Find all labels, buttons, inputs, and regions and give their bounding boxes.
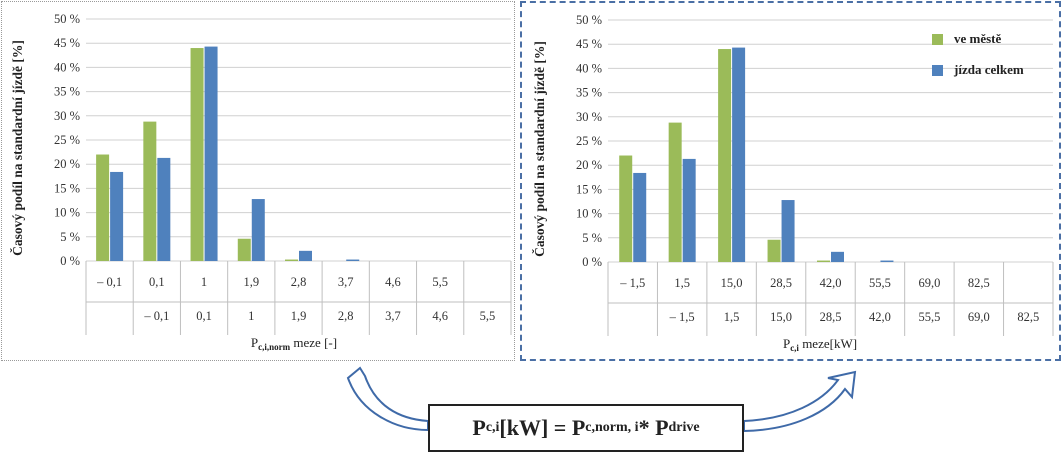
category-upper-label: 1 — [201, 275, 207, 289]
category-lower-label: 3,7 — [385, 309, 401, 323]
bar — [204, 46, 218, 262]
legend-swatch — [932, 34, 943, 45]
bar — [732, 47, 746, 263]
y-tick-label: 5 % — [582, 231, 602, 245]
bar — [767, 239, 781, 262]
bar — [96, 154, 110, 261]
category-upper-label: 3,7 — [338, 275, 354, 289]
left-chart-panel: 0 % 5 % 10 % 15 % 20 % 25 % 30 % 35 % 40 % 45 % 50… — [1, 1, 515, 361]
y-tick-label: 40 % — [576, 61, 602, 75]
bar — [251, 199, 265, 261]
bar — [299, 250, 312, 261]
formula-sub2: c,norm, i — [585, 420, 639, 435]
category-lower-label: 1,5 — [724, 310, 740, 324]
y-tick-label: 15 % — [576, 182, 602, 196]
bar — [190, 48, 204, 261]
y-tick-label: 35 % — [54, 85, 80, 99]
y-tick-label: 40 % — [54, 60, 80, 74]
legend-label: jízda celkem — [953, 62, 1024, 77]
bar — [880, 260, 894, 262]
y-tick-label: 30 % — [54, 109, 80, 123]
legend-swatch — [932, 65, 943, 76]
category-lower-label: 4,6 — [432, 309, 448, 323]
y-tick-label: 50 % — [576, 13, 602, 27]
y-tick-label: 20 % — [576, 158, 602, 172]
category-lower-label: – 1,5 — [669, 310, 695, 324]
category-lower-label: 0,1 — [196, 309, 212, 323]
category-upper-label: 4,6 — [385, 275, 401, 289]
y-tick-label: 35 % — [576, 86, 602, 100]
category-upper-label: 82,5 — [968, 276, 990, 290]
category-upper-label: 42,0 — [820, 276, 842, 290]
bar — [346, 259, 360, 261]
bar — [619, 155, 633, 262]
y-tick-label: 25 % — [576, 134, 602, 148]
formula-sub1: c,i — [485, 420, 500, 435]
category-lower-label: 82,5 — [1017, 310, 1039, 324]
y-tick-label: 50 % — [54, 12, 80, 26]
formula-sub3: drive — [668, 420, 700, 435]
bar — [781, 200, 795, 262]
bar — [157, 157, 171, 261]
y-tick-label: 45 % — [576, 37, 602, 51]
y-tick-label: 5 % — [60, 230, 80, 244]
bar — [682, 158, 696, 262]
right-curved-arrow — [743, 370, 857, 433]
category-lower-label: 5,5 — [480, 309, 496, 323]
y-tick-label: 0 % — [582, 255, 602, 269]
left-bar-chart: 0 % 5 % 10 % 15 % 20 % 25 % 30 % 35 % 40 % 45 % 50… — [10, 12, 512, 352]
category-upper-label: – 1,5 — [619, 276, 645, 290]
formula-star: * P — [638, 415, 669, 440]
y-axis-label: Časový podíl na standardní jízdě [%] — [10, 40, 25, 256]
right-chart-panel: 0 % 5 % 10 % 15 % 20 % 25 % 30 % 35 % 40 % 45 % 50… — [520, 1, 1061, 361]
category-upper-label: 55,5 — [869, 276, 891, 290]
category-lower-label: 2,8 — [338, 309, 354, 323]
category-lower-label: – 0,1 — [143, 309, 169, 323]
category-lower-label: 1 — [248, 309, 254, 323]
y-tick-label: 25 % — [54, 133, 80, 147]
bar — [668, 122, 682, 262]
bar — [718, 49, 732, 262]
bar — [143, 121, 157, 261]
category-lower-label: 15,0 — [770, 310, 792, 324]
formula-mid: [kW] = P — [499, 415, 586, 440]
bar — [237, 238, 251, 261]
category-upper-label: – 0,1 — [96, 275, 122, 289]
y-tick-label: 30 % — [576, 110, 602, 124]
y-tick-label: 45 % — [54, 36, 80, 50]
y-axis-label: Časový podíl na standardní jízdě [%] — [532, 41, 547, 257]
left-curved-arrow — [346, 366, 429, 432]
y-tick-label: 15 % — [54, 181, 80, 195]
category-lower-label: 55,5 — [918, 310, 940, 324]
bar — [285, 259, 298, 261]
bar — [817, 260, 830, 262]
x-axis-label: Pc,i,norm meze [-] — [251, 335, 337, 352]
category-upper-label: 5,5 — [432, 275, 448, 289]
category-upper-label: 15,0 — [721, 276, 743, 290]
category-upper-label: 69,0 — [918, 276, 940, 290]
bar — [110, 171, 124, 261]
category-upper-label: 0,1 — [149, 275, 165, 289]
y-tick-label: 0 % — [60, 254, 80, 268]
bar — [831, 251, 844, 262]
y-tick-label: 10 % — [576, 207, 602, 221]
right-bar-chart: 0 % 5 % 10 % 15 % 20 % 25 % 30 % 35 % 40 % 45 % 50… — [532, 13, 1054, 353]
category-upper-label: 2,8 — [291, 275, 307, 289]
category-lower-label: 28,5 — [820, 310, 842, 324]
category-lower-label: 1,9 — [291, 309, 307, 323]
x-axis-label: Pc,i meze[kW] — [783, 336, 857, 353]
formula-p1: P — [472, 415, 486, 440]
y-tick-label: 20 % — [54, 157, 80, 171]
category-upper-label: 1,9 — [243, 275, 259, 289]
category-lower-label: 42,0 — [869, 310, 891, 324]
category-lower-label: 69,0 — [968, 310, 990, 324]
category-upper-label: 1,5 — [674, 276, 690, 290]
legend-label: ve městě — [954, 31, 1002, 46]
y-tick-label: 10 % — [54, 206, 80, 220]
category-upper-label: 28,5 — [770, 276, 792, 290]
bar — [633, 172, 647, 262]
